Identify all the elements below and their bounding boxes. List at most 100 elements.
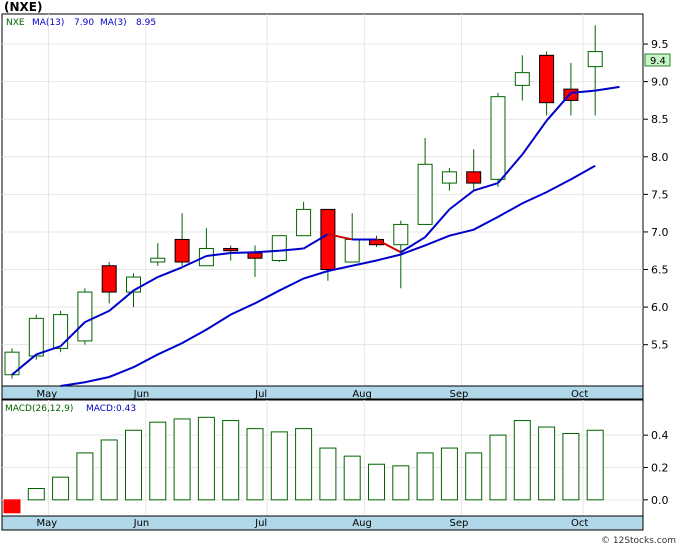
candle-body <box>393 223 409 246</box>
price-month-label: Sep <box>450 389 469 400</box>
macd-bar <box>197 416 215 501</box>
macd-bar <box>125 429 142 501</box>
chart-title: (NXE) <box>4 0 42 14</box>
legend-ma3-label: MA(3) <box>100 18 127 28</box>
month-labels: May May Jun Jun Jul Jul Aug Aug Sep Sep Oct Oct <box>36 389 588 529</box>
ma3-segment <box>206 251 231 257</box>
ma3-segment <box>84 309 110 324</box>
macd-bar <box>76 452 94 501</box>
macd-axis-ticks: 0.0 0.2 0.4 <box>643 429 669 507</box>
ma3-segment <box>133 276 159 292</box>
macd-bar <box>222 420 240 501</box>
candle-body <box>223 247 239 252</box>
macd-value-label: MACD:0.43 <box>86 404 136 414</box>
candle-body <box>344 238 360 263</box>
macd-bar <box>100 439 118 501</box>
ma3-segment <box>157 266 183 278</box>
price-month-label: Jul <box>254 389 267 400</box>
macd-bar <box>149 421 167 501</box>
macd-bar <box>513 420 531 501</box>
price-month-label: Oct <box>571 389 588 400</box>
candle-body <box>28 317 44 357</box>
candle-body <box>490 96 506 180</box>
candle-body <box>296 208 312 237</box>
macd-date-axis-band <box>1 515 644 531</box>
macd-tick-label: 0.4 <box>651 429 669 442</box>
macd-bar <box>246 428 264 501</box>
ma3-segment <box>254 249 280 254</box>
candle-body <box>514 72 530 86</box>
macd-month-label: Jun <box>133 518 150 529</box>
ma3-segment <box>497 153 524 184</box>
macd-bar <box>489 434 507 501</box>
macd-bar <box>416 452 434 501</box>
candle-body <box>247 252 263 259</box>
ma3-segment <box>424 208 451 238</box>
ma3-segment <box>545 92 572 122</box>
macd-bar <box>586 429 604 501</box>
macd-bar <box>270 431 288 501</box>
last-price-tag <box>644 53 671 67</box>
candle-body <box>101 265 117 293</box>
price-axis-ticks: 5.5 6.0 6.5 7.0 7.5 8.0 8.5 9.0 9.5 <box>643 38 669 352</box>
price-tick-label: 7.0 <box>651 226 669 239</box>
macd-bar <box>3 499 21 514</box>
ma3-segment <box>570 89 596 94</box>
ma3-segment <box>376 238 402 254</box>
candle-body <box>198 247 214 267</box>
price-tick-label: 8.5 <box>651 113 669 126</box>
macd-bar <box>319 447 337 501</box>
ma3-segment <box>327 233 353 241</box>
ma3-segment <box>521 120 548 156</box>
macd-bar <box>52 476 70 501</box>
legend-ma13-label: MA(13) <box>32 18 64 28</box>
macd-label: MACD(26,12,9) <box>5 404 73 414</box>
candle-body <box>587 51 603 68</box>
candle-body <box>466 171 482 184</box>
ma3-segment <box>230 251 256 254</box>
last-price-label: 9.4 <box>650 56 666 67</box>
macd-bar <box>440 447 458 501</box>
legend-ma13-value: 7.90 <box>74 18 94 28</box>
ma3-segment <box>279 247 304 252</box>
macd-month-label: Aug <box>352 518 372 529</box>
ma3-segment <box>181 255 207 269</box>
candle-body <box>417 163 433 225</box>
price-date-axis-band <box>1 385 644 400</box>
macd-bar <box>27 488 45 501</box>
candle-body <box>174 238 190 263</box>
macd-month-label: Jul <box>254 518 267 529</box>
candle-body <box>441 171 457 184</box>
macd-tick-label: 0.0 <box>651 494 669 507</box>
candlesticks <box>4 25 603 379</box>
price-month-label: May <box>36 389 57 400</box>
candle-body <box>563 88 579 101</box>
macd-bars <box>3 416 604 514</box>
macd-month-label: Oct <box>571 518 588 529</box>
ma3-segment <box>11 353 37 376</box>
ma13-line <box>60 164 596 387</box>
ma3-segment <box>400 236 426 254</box>
price-tick-label: 8.0 <box>651 151 669 164</box>
macd-bar <box>368 463 385 501</box>
macd-bar <box>538 426 556 501</box>
ma3-segment <box>108 289 135 312</box>
candle-body <box>539 54 555 104</box>
price-tick-label: 9.5 <box>651 38 669 51</box>
watermark: © 12Stocks.com <box>601 536 676 546</box>
price-month-label: Jun <box>133 389 150 400</box>
candle-body <box>150 257 166 263</box>
ma3-segment <box>303 233 329 250</box>
moving-averages <box>11 85 620 387</box>
macd-month-label: Sep <box>450 518 469 529</box>
price-tick-label: 5.5 <box>651 339 669 352</box>
ma3-segment <box>473 182 499 192</box>
macd-bar <box>295 428 313 501</box>
price-tick-label: 7.5 <box>651 188 669 201</box>
ma3-segment <box>448 189 475 211</box>
candle-body <box>320 208 336 271</box>
macd-bar <box>343 455 361 501</box>
macd-month-label: May <box>36 518 57 529</box>
price-panel-frame <box>1 13 644 400</box>
